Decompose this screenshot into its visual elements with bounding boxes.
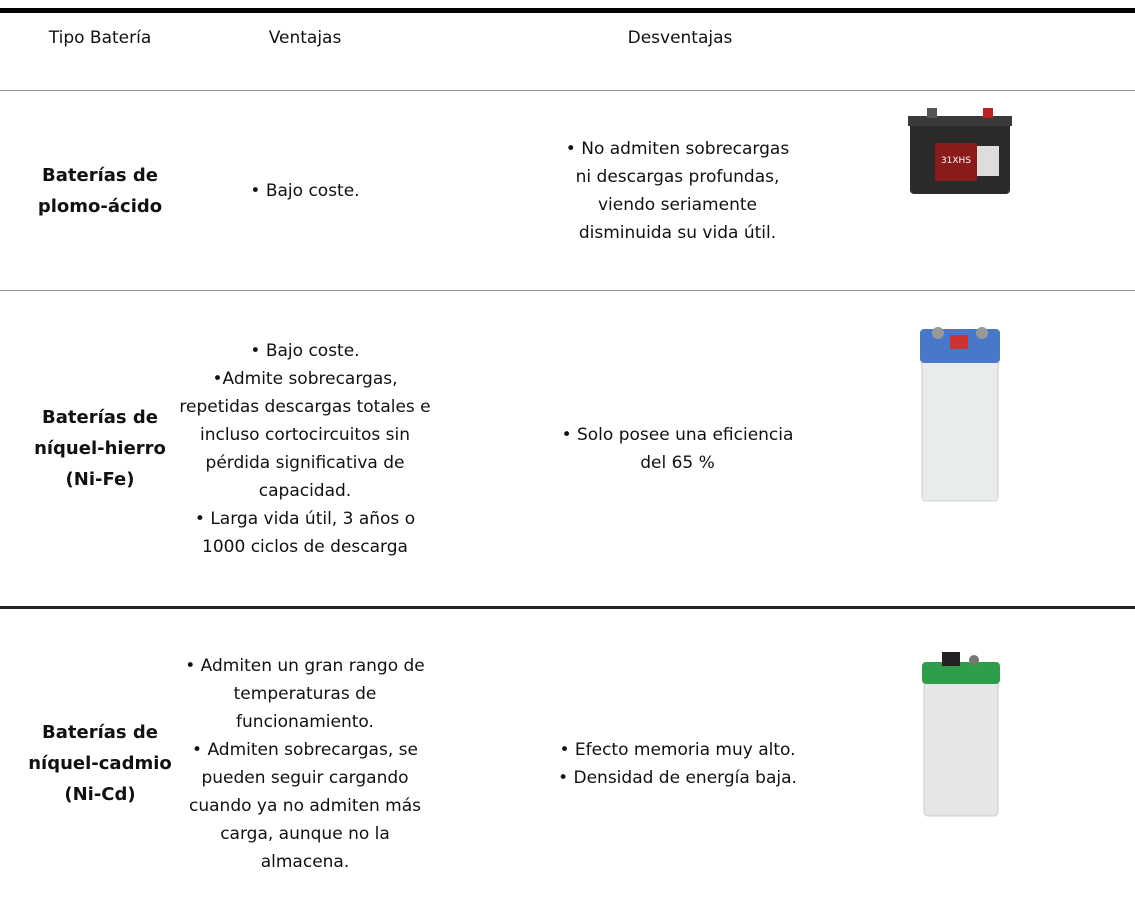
header-cell: Tipo Batería [48, 28, 152, 48]
row-rule [0, 90, 1135, 91]
text-line: Baterías de [42, 407, 158, 428]
text-line: • Larga vida útil, 3 años o [194, 508, 416, 529]
text-line: almacena. [260, 851, 350, 872]
text-line: níquel-hierro [34, 438, 166, 459]
desventajas-cell: • Efecto memoria muy alto. • Densidad de … [520, 609, 835, 918]
text-line: 1000 ciclos de descarga [202, 536, 408, 557]
text-line: plomo-ácido [37, 195, 163, 217]
nife-battery-image [920, 327, 1000, 502]
text-line: incluso cortocircuitos sin [199, 424, 411, 445]
desventajas-cell: • No admiten sobrecargas ni descargas pro… [520, 91, 835, 290]
text-line: repetidas descargas totales e [179, 396, 431, 417]
text-line: capacidad. [258, 480, 352, 501]
text-line: Baterías de [42, 722, 158, 743]
ventajas-cell: • Bajo coste. •Admite sobrecargas, repetid… [179, 291, 430, 606]
nicd-battery-image [922, 652, 1000, 817]
text-line: temperaturas de [233, 683, 377, 704]
header-cell: Desventajas [627, 28, 733, 48]
text-line: cuando ya no admiten más [189, 795, 421, 816]
text-line: • Admiten sobrecargas, se [192, 739, 418, 760]
text-line: • Densidad de energía baja. [558, 767, 797, 788]
text-line: • Bajo coste. [250, 340, 360, 361]
ventajas-cell: • Admiten un gran rango de temperaturas d… [185, 609, 425, 918]
text-line: pueden seguir cargando [201, 767, 409, 788]
text-line: pérdida significativa de [205, 452, 405, 473]
lead-acid-battery-image: 31XHS [908, 108, 1012, 194]
type-cell: Baterías de plomo-ácido [0, 91, 200, 290]
text-line: viendo seriamente [598, 194, 757, 215]
type-cell: Baterías de níquel-cadmio (Ni-Cd) [0, 609, 200, 918]
text-line: •Admite sobrecargas, [212, 368, 398, 389]
top-rule [0, 8, 1135, 13]
text-line: funcionamiento. [236, 711, 374, 732]
ventajas-cell: • Bajo coste. [195, 91, 415, 290]
text-line: Baterías de [42, 164, 158, 186]
row-rule [0, 606, 1135, 609]
text-line: ni descargas profundas, [575, 166, 780, 187]
text-line: (Ni-Cd) [64, 784, 136, 805]
text-line: • No admiten sobrecargas [565, 138, 790, 159]
text-line: (Ni-Fe) [65, 469, 135, 490]
text-line: del 65 % [640, 452, 715, 473]
row-rule [0, 290, 1135, 291]
desventajas-cell: • Solo posee una eficiencia del 65 % [520, 291, 835, 606]
svg-text:31XHS: 31XHS [941, 156, 971, 166]
text-line: carga, aunque no la [220, 823, 390, 844]
text-line: disminuida su vida útil. [578, 222, 777, 243]
text-line: • Bajo coste. [250, 180, 360, 201]
header-cell: Ventajas [268, 28, 342, 48]
text-line: • Efecto memoria muy alto. [559, 739, 796, 760]
text-line: • Admiten un gran rango de [185, 655, 425, 676]
text-line: • Solo posee una eficiencia [561, 424, 794, 445]
text-line: níquel-cadmio [28, 753, 172, 774]
type-cell: Baterías de níquel-hierro (Ni-Fe) [0, 291, 200, 606]
